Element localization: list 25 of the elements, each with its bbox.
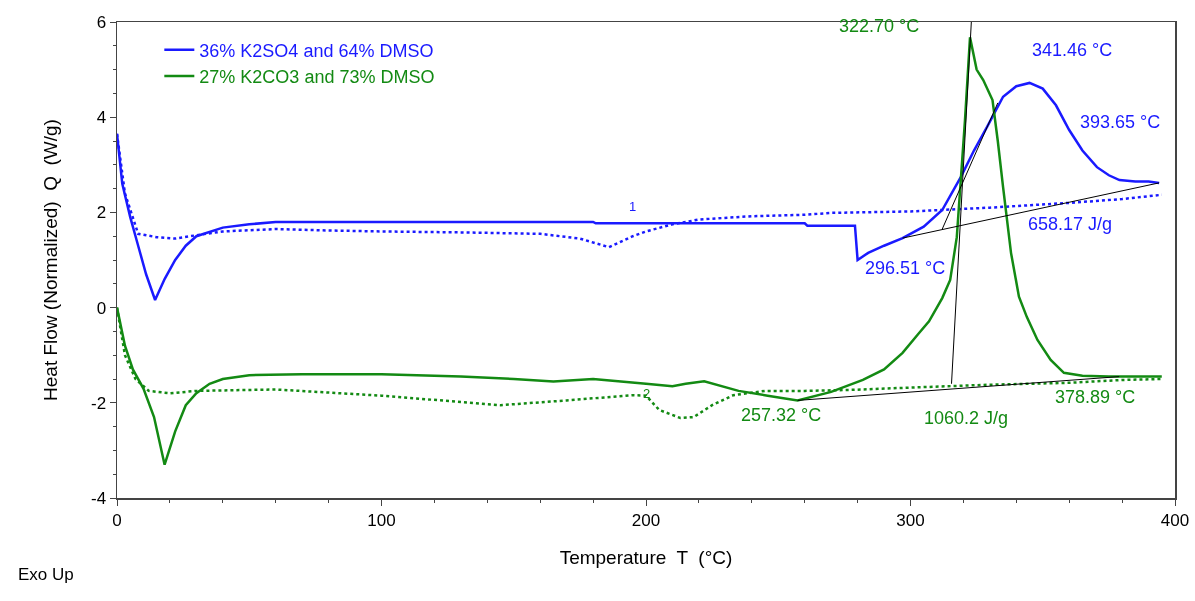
- annotation: 393.65 °C: [1080, 112, 1161, 132]
- legend-label: 27% K2CO3 and 73% DMSO: [199, 67, 435, 88]
- legend-label: 36% K2SO4 and 64% DMSO: [199, 40, 434, 61]
- annotation: 378.89 °C: [1055, 387, 1136, 407]
- y-tick-label: 0: [96, 298, 107, 318]
- annotation: 658.17 J/g: [1028, 214, 1113, 234]
- y-tick-label: -2: [90, 393, 107, 413]
- x-tick-label: 400: [1160, 510, 1190, 530]
- annotation: 1060.2 J/g: [924, 408, 1009, 428]
- text: Exo Up: [18, 565, 74, 584]
- annotation: 1: [629, 199, 637, 214]
- y-tick-label: -4: [90, 488, 107, 508]
- y-axis-title: Heat Flow (Normalized) Q (W/g): [40, 119, 62, 401]
- x-tick-label: 100: [367, 510, 396, 530]
- y-tick-label: 6: [96, 12, 107, 32]
- annotation: 296.51 °C: [865, 258, 946, 278]
- x-tick-label: 300: [896, 510, 925, 530]
- x-tick-label: 200: [631, 510, 661, 530]
- annotation: 322.70 °C: [839, 16, 920, 36]
- y-tick-label: 4: [96, 108, 107, 128]
- annotation: 257.32 °C: [741, 405, 822, 425]
- x-axis-title: Temperature T (°C): [559, 547, 733, 569]
- annotation: 341.46 °C: [1032, 40, 1113, 60]
- x-tick-label: 0: [112, 510, 122, 530]
- y-tick-label: 2: [96, 203, 107, 223]
